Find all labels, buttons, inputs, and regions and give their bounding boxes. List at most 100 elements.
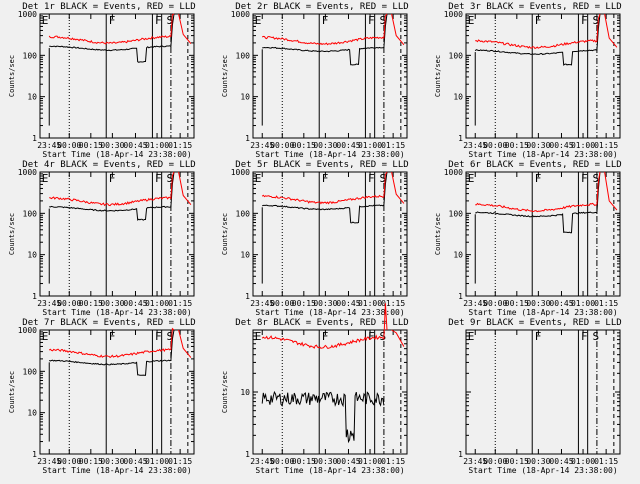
panel-title: Det 4r BLACK = Events, RED = LLD <box>22 160 195 170</box>
x-tick-label: 00:45 <box>336 141 360 150</box>
x-tick-label: 00:00 <box>483 141 507 150</box>
x-axis-label: Start Time (18-Apr-14 23:38:00) <box>42 308 191 317</box>
x-tick-label: 00:00 <box>57 141 81 150</box>
x-tick-label: 01:00 <box>358 299 382 308</box>
marker-s: S <box>380 172 387 185</box>
x-tick-label: 01:15 <box>594 299 618 308</box>
y-tick-label: 1000 <box>18 168 37 177</box>
x-tick-label: 01:00 <box>358 457 382 466</box>
marker-e: E <box>468 14 475 27</box>
x-tick-label: 01:00 <box>358 141 382 150</box>
y-tick-label: 100 <box>449 51 464 60</box>
marker-f: F <box>155 14 162 27</box>
series-events <box>48 329 175 376</box>
x-tick-label: 00:30 <box>526 299 550 308</box>
x-tick-label: 23:45 <box>37 457 61 466</box>
x-tick-label: 01:15 <box>168 457 192 466</box>
y-tick-label: 1000 <box>231 10 250 19</box>
x-axis-label: Start Time (18-Apr-14 23:38:00) <box>255 466 404 475</box>
x-tick-label: 01:00 <box>571 141 595 150</box>
panel-title: Det 9r BLACK = Events, RED = LLD <box>448 318 621 328</box>
plot-frame <box>39 329 195 455</box>
y-tick-label: 1 <box>32 292 37 301</box>
x-tick-label: 23:45 <box>250 457 274 466</box>
y-axis-label: Counts/sec <box>434 55 442 97</box>
x-axis-label: Start Time (18-Apr-14 23:38:00) <box>255 150 404 159</box>
x-tick-label: 00:45 <box>123 141 147 150</box>
x-tick-label: 00:45 <box>549 457 573 466</box>
x-axis-label: Start Time (18-Apr-14 23:38:00) <box>468 466 617 475</box>
marker-s: S <box>167 172 174 185</box>
x-axis-label: Start Time (18-Apr-14 23:38:00) <box>42 150 191 159</box>
y-tick-label: 1 <box>245 292 250 301</box>
panel-det-5: Det 5r BLACK = Events, RED = LLD 1 10 100 10… <box>221 160 409 317</box>
x-tick-label: 00:00 <box>270 299 294 308</box>
x-tick-label: 00:15 <box>79 457 103 466</box>
y-axis-label: Counts/sec <box>8 55 16 97</box>
marker-f: F <box>535 172 542 185</box>
y-tick-label: 1 <box>458 292 463 301</box>
lld-tail <box>391 13 405 46</box>
lld-tail <box>604 13 618 48</box>
plot-frame <box>39 171 195 297</box>
marker-f: F <box>109 330 116 343</box>
x-axis-label: Start Time (18-Apr-14 23:38:00) <box>468 150 617 159</box>
marker-f: F <box>368 330 375 343</box>
x-axis-label: Start Time (18-Apr-14 23:38:00) <box>468 308 617 317</box>
y-tick-label: 1 <box>458 450 463 459</box>
y-tick-label: 100 <box>23 367 38 376</box>
x-tick-label: 00:30 <box>100 299 124 308</box>
y-axis-label: Counts/sec <box>434 213 442 255</box>
marker-e: E <box>255 172 262 185</box>
panel-title: Det 7r BLACK = Events, RED = LLD <box>22 318 195 328</box>
marker-f: F <box>368 172 375 185</box>
x-tick-label: 01:15 <box>381 141 405 150</box>
y-tick-label: 1000 <box>444 10 463 19</box>
series-lld <box>48 13 175 45</box>
x-tick-label: 23:45 <box>463 299 487 308</box>
x-tick-label: 23:45 <box>250 299 274 308</box>
x-tick-label: 00:45 <box>123 457 147 466</box>
marker-f: F <box>322 172 329 185</box>
panel-title: Det 1r BLACK = Events, RED = LLD <box>22 2 195 12</box>
x-tick-label: 00:00 <box>483 299 507 308</box>
marker-f: F <box>581 14 588 27</box>
x-tick-label: 23:45 <box>250 141 274 150</box>
marker-s: S <box>593 330 600 343</box>
x-tick-label: 00:30 <box>100 457 124 466</box>
marker-s: S <box>593 172 600 185</box>
x-tick-label: 01:00 <box>145 457 169 466</box>
series-lld <box>261 13 388 46</box>
y-tick-label: 10 <box>453 93 463 102</box>
marker-e: E <box>255 330 262 343</box>
x-tick-label: 00:15 <box>292 299 316 308</box>
y-tick-label: 1000 <box>231 168 250 177</box>
series-events <box>475 171 601 234</box>
marker-s: S <box>167 330 174 343</box>
marker-f: F <box>535 330 542 343</box>
series-events <box>262 171 388 224</box>
marker-e: E <box>42 14 49 27</box>
y-tick-label: 1 <box>245 134 250 143</box>
y-axis-label: Counts/sec <box>221 213 229 255</box>
x-tick-label: 00:30 <box>313 299 337 308</box>
x-tick-label: 23:45 <box>37 141 61 150</box>
lld-tail <box>391 171 405 204</box>
y-tick-label: 1 <box>32 450 37 459</box>
x-tick-label: 00:15 <box>292 457 316 466</box>
x-tick-label: 01:15 <box>381 457 405 466</box>
x-tick-label: 00:15 <box>505 299 529 308</box>
marker-f: F <box>322 14 329 27</box>
marker-e: E <box>468 330 475 343</box>
x-tick-label: 01:00 <box>571 457 595 466</box>
x-tick-label: 00:00 <box>270 457 294 466</box>
marker-f: F <box>581 330 588 343</box>
y-axis-label: Counts/sec <box>221 371 229 413</box>
x-tick-label: 01:15 <box>168 141 192 150</box>
plot-frame <box>465 329 621 455</box>
marker-f: F <box>155 172 162 185</box>
lld-tail <box>604 171 618 211</box>
panel-det-9: Det 9r BLACK = Events, RED = LLD123:4500… <box>448 318 621 475</box>
panel-title: Det 8r BLACK = Events, RED = LLD <box>235 318 408 328</box>
